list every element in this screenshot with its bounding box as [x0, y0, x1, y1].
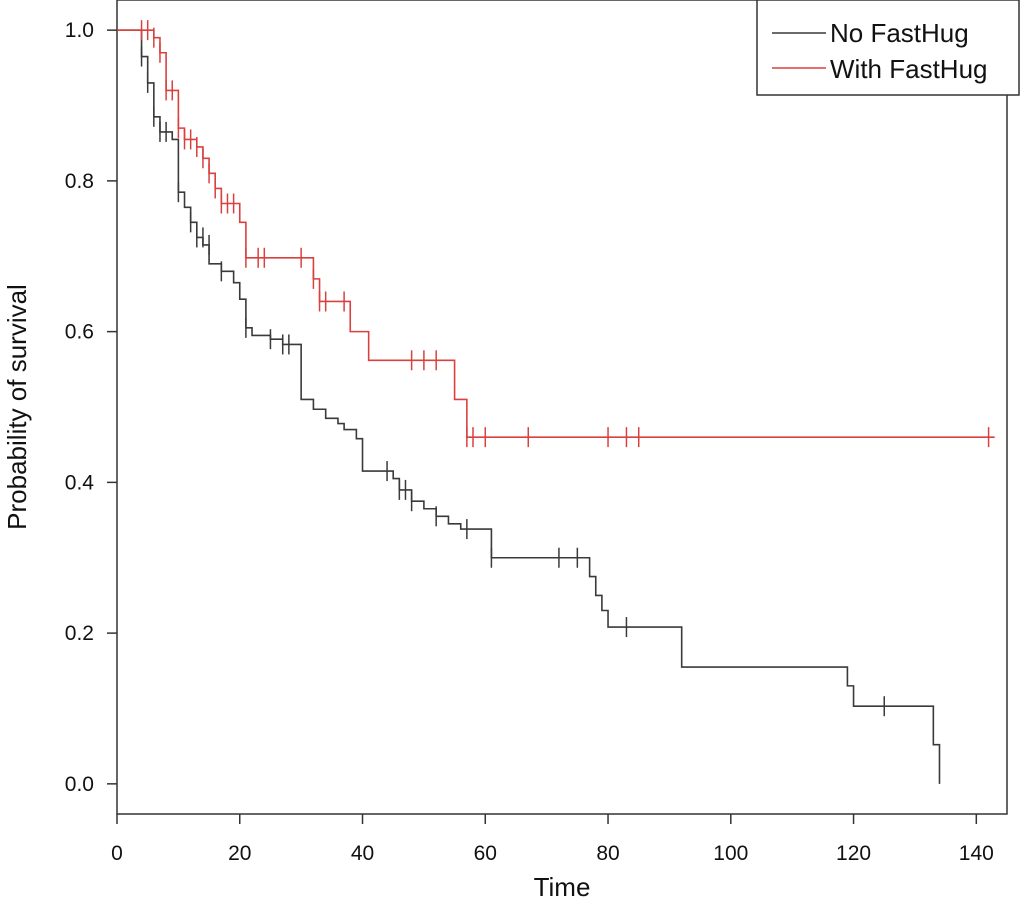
x-tick-label: 140	[959, 842, 994, 865]
x-tick-label: 20	[228, 842, 251, 865]
legend-label-with-fasthug: With FastHug	[830, 54, 988, 84]
plot-frame	[116, 0, 1008, 815]
series-line-no-fasthug	[117, 29, 941, 784]
y-tick-label: 0.2	[65, 622, 94, 645]
x-axis-title: Time	[534, 872, 591, 902]
y-tick-label: 1.0	[65, 19, 94, 42]
y-tick-label: 0.4	[65, 471, 95, 494]
x-tick-label: 100	[713, 842, 748, 865]
x-tick-label: 80	[596, 842, 619, 865]
x-tick-label: 40	[351, 842, 374, 865]
legend: No FastHug With FastHug	[756, 0, 1020, 96]
x-tick-label: 0	[111, 842, 123, 865]
series-layer	[117, 20, 995, 784]
y-tick-label: 0.6	[65, 321, 94, 344]
legend-label-no-fasthug: No FastHug	[830, 18, 969, 48]
y-axis-title: Probability of survival	[2, 284, 32, 530]
x-tick-label: 60	[474, 842, 497, 865]
legend-box	[756, 0, 1020, 96]
y-axis: 0.0 0.2 0.4 0.6 0.8 1.0	[65, 19, 117, 796]
x-tick-label: 120	[836, 842, 871, 865]
y-tick-label: 0.8	[65, 170, 94, 193]
y-tick-label: 0.0	[65, 773, 94, 796]
x-axis: 0 20 40 60 80 100 120 140	[111, 814, 994, 865]
